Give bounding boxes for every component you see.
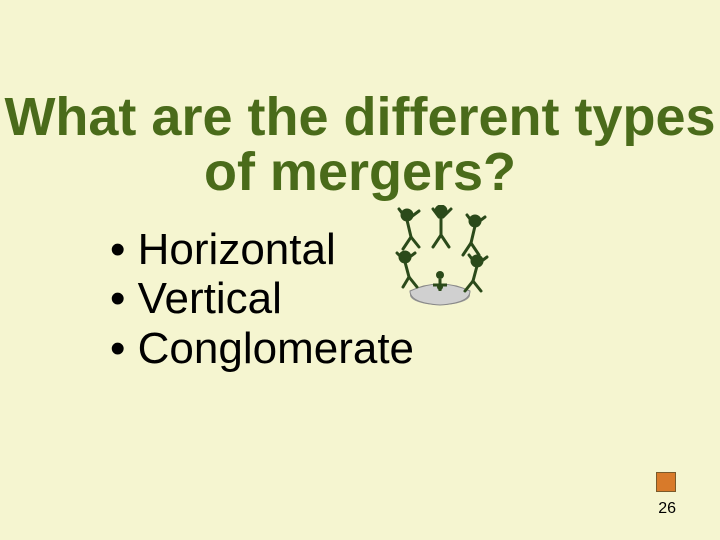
list-item: • Conglomerate — [110, 324, 414, 373]
slide-decorator-icon — [656, 472, 676, 492]
bullet-label: Conglomerate — [138, 324, 414, 373]
slide-title: What are the different types of mergers? — [0, 90, 720, 200]
bullet-label: Vertical — [138, 274, 282, 323]
list-item: • Vertical — [110, 274, 414, 323]
list-item: • Horizontal — [110, 225, 414, 274]
page-number: 26 — [658, 500, 676, 518]
bullet-marker-icon: • — [110, 324, 125, 373]
bullet-list: • Horizontal • Vertical • Conglomerate — [110, 225, 414, 373]
bullet-label: Horizontal — [138, 225, 336, 274]
bullet-marker-icon: • — [110, 274, 125, 323]
people-pyramid-icon — [385, 205, 495, 315]
bullet-marker-icon: • — [110, 225, 125, 274]
slide: What are the different types of mergers?… — [0, 0, 720, 540]
